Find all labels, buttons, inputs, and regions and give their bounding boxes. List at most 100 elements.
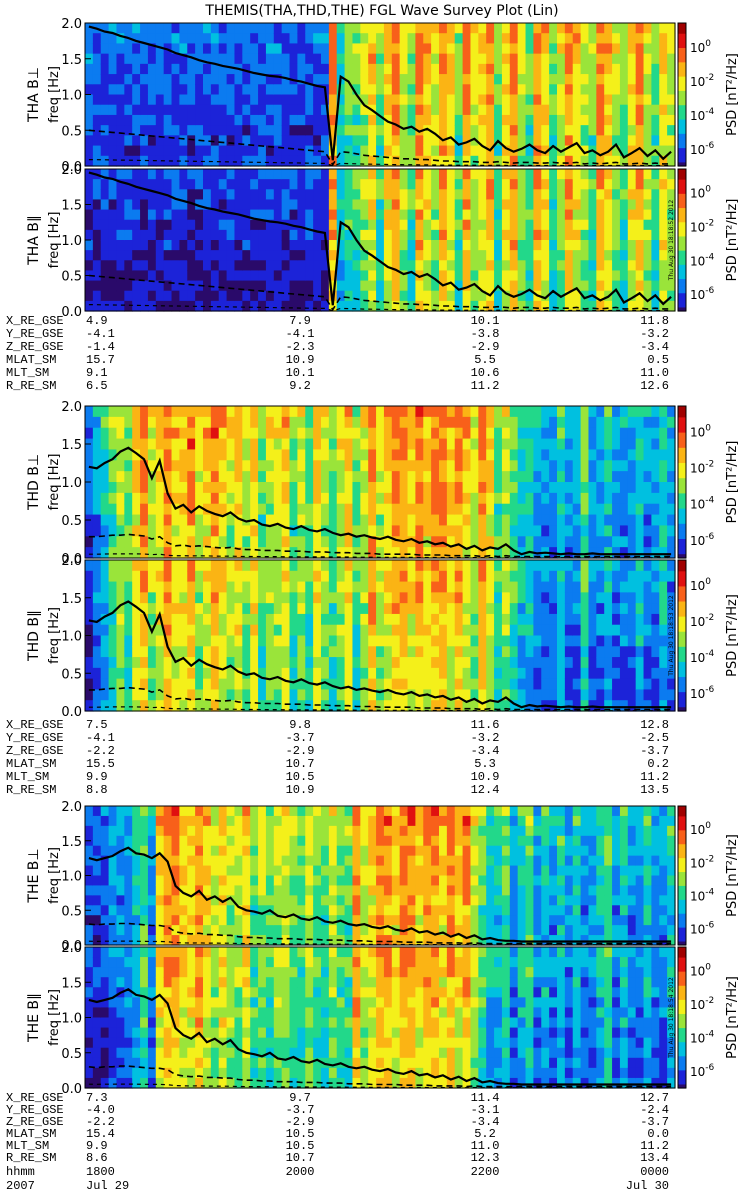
spectrogram-cell [659, 145, 668, 157]
spectrogram-cell [297, 449, 306, 461]
spectrogram-cell [289, 114, 298, 126]
spectrogram-cell [549, 290, 558, 302]
spectrogram-cell [336, 635, 346, 647]
spectrogram-cell [619, 33, 629, 45]
spectrogram-cell [218, 835, 228, 847]
spectrogram-cell [179, 427, 188, 440]
spectrogram-cell [116, 33, 125, 45]
colorbar-tick-base: 10 [690, 254, 705, 268]
spectrogram-cell [210, 514, 220, 527]
spectrogram-cell [85, 700, 94, 712]
spectrogram-cell [462, 229, 472, 241]
spectrogram-cell [179, 875, 188, 887]
spectrogram-cell [140, 700, 149, 712]
spectrogram-cell [313, 471, 322, 483]
spectrogram-cell [533, 570, 542, 583]
spectrogram-cell [580, 260, 590, 272]
spectrogram-cell [132, 570, 141, 583]
spectrogram-cell [525, 570, 534, 583]
colorbar-tick-label: 10-4 [690, 107, 715, 123]
spectrogram-cell [265, 700, 275, 712]
spectrogram-cell [297, 657, 306, 669]
spectrogram-cell [549, 250, 558, 261]
spectrogram-cell [242, 865, 251, 877]
spectrogram-cell [533, 240, 542, 251]
spectrogram-cell [501, 406, 511, 418]
spectrogram-cell [619, 581, 629, 593]
spectrogram-cell [580, 570, 590, 583]
spectrogram-cell [328, 560, 338, 572]
spectrogram-cell [100, 189, 110, 201]
spectrogram-cell [100, 624, 110, 637]
spectrogram-cell [265, 925, 275, 936]
spectrogram-cell [124, 290, 133, 302]
spectrogram-cell [218, 700, 228, 712]
spectrogram-cell [195, 219, 204, 231]
spectrogram-cell [187, 657, 196, 669]
spectrogram-cell [494, 471, 503, 483]
spectrogram-cell [273, 492, 283, 505]
spectrogram-cell [612, 155, 621, 167]
spectrogram-cell [659, 199, 668, 211]
spectrogram-cell [659, 449, 668, 461]
spectrogram-cell [226, 63, 236, 75]
spectrogram-cell [446, 114, 456, 126]
y-tick-label: 1.0 [61, 234, 82, 249]
spectrogram-cell [124, 635, 133, 647]
spectrogram-cell [667, 155, 676, 167]
spectrogram-cell [336, 209, 346, 221]
spectrogram-cell [572, 700, 582, 712]
spectrogram-cell [203, 885, 212, 896]
spectrogram-cell [352, 300, 361, 312]
colorbar-segment [678, 33, 686, 38]
spectrogram-cell [376, 33, 385, 45]
spectrogram-cell [132, 815, 141, 827]
spectrogram-cell [431, 525, 440, 537]
spectrogram-cell [557, 657, 566, 669]
spectrogram-cell [557, 169, 566, 180]
colorbar-segment [678, 76, 686, 81]
spectrogram-cell [124, 925, 133, 936]
spectrogram-cell [226, 581, 236, 593]
spectrogram-cell [336, 624, 346, 637]
spectrogram-cell [155, 624, 165, 637]
spectrogram-cell [344, 560, 354, 572]
spectrogram-cell [431, 155, 440, 167]
spectrogram-cell [399, 547, 409, 559]
spectrogram-cell [383, 125, 393, 136]
spectrogram-cell [580, 135, 590, 147]
spectrogram-cell [250, 84, 259, 96]
spectrogram-cell [100, 700, 110, 712]
ephemeris-label: X_RE_GSE [6, 314, 64, 328]
spectrogram-cell [635, 603, 645, 615]
spectrogram-cell [195, 229, 204, 241]
spectrogram-cell [423, 657, 432, 669]
spectrogram-cell [258, 460, 267, 472]
spectrogram-cell [179, 825, 188, 837]
spectrogram-cell [242, 560, 251, 572]
y-tick-label: 2.0 [61, 17, 82, 32]
spectrogram-cell [470, 438, 479, 451]
spectrogram-cell [132, 689, 141, 701]
spectrogram-cell [289, 915, 298, 926]
spectrogram-cell [604, 406, 613, 418]
spectrogram-cell [203, 700, 212, 712]
spectrogram-cell [525, 240, 534, 251]
spectrogram-cell [501, 270, 511, 282]
spectrogram-cell [116, 492, 125, 505]
spectrogram-cell [564, 503, 574, 516]
spectrogram-cell [108, 189, 118, 201]
spectrogram-cell [423, 94, 432, 106]
spectrogram-cell [368, 667, 377, 680]
spectrogram-cell [564, 592, 574, 604]
spectrogram-cell [509, 53, 519, 65]
spectrogram-cell [533, 209, 542, 221]
spectrogram-cell [289, 145, 298, 157]
spectrogram-cell [297, 915, 306, 926]
spectrogram-cell [541, 94, 550, 106]
colorbar-tick-exponent: -4 [705, 107, 714, 117]
spectrogram-cell [155, 635, 165, 647]
ephemeris-label: MLAT_SM [6, 353, 56, 367]
